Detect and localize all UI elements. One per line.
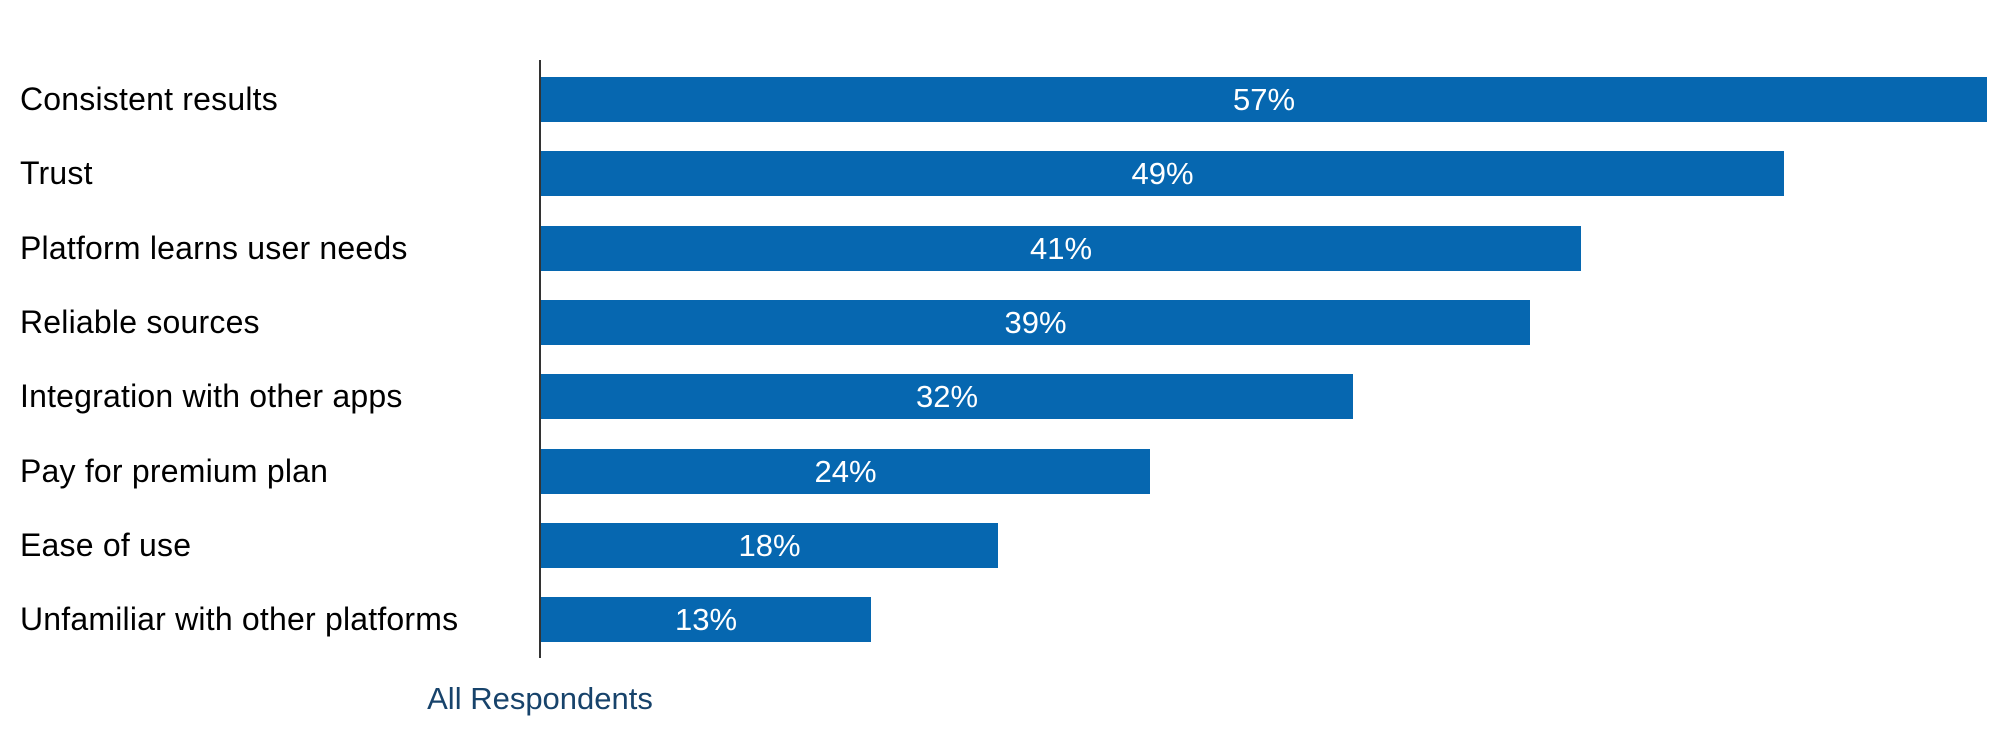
y-axis-line <box>539 60 541 658</box>
bar-value-label: 24% <box>814 453 877 489</box>
category-label: Ease of use <box>20 527 192 563</box>
bar-row: Pay for premium plan 24% <box>0 449 2000 494</box>
category-label: Reliable sources <box>20 304 260 340</box>
bar-value-label: 41% <box>1029 230 1093 266</box>
bar-value-label: 18% <box>738 527 801 563</box>
bar-row: Reliable sources 39% <box>0 300 2000 345</box>
category-label: Platform learns user needs <box>20 230 408 266</box>
bar: 32% <box>541 374 1353 419</box>
bar-value-label: 57% <box>1232 81 1296 117</box>
bar: 24% <box>541 449 1150 494</box>
bar-row: Integration with other apps 32% <box>0 374 2000 419</box>
bar: 41% <box>541 226 1581 271</box>
bar-row: Platform learns user needs 41% <box>0 226 2000 271</box>
category-label: Integration with other apps <box>20 378 403 414</box>
bar-row: Unfamiliar with other platforms 13% <box>0 597 2000 642</box>
bar-value-label: 32% <box>915 378 979 414</box>
category-label: Consistent results <box>20 81 278 117</box>
bar: 57% <box>541 77 1987 122</box>
bar-value-label: 49% <box>1131 155 1194 191</box>
bar-row: Trust 49% <box>0 151 2000 196</box>
category-label: Unfamiliar with other platforms <box>20 601 459 637</box>
bar-value-label: 13% <box>674 601 738 637</box>
category-label: Trust <box>20 155 93 191</box>
category-label: Pay for premium plan <box>20 453 329 489</box>
bar: 49% <box>541 151 1784 196</box>
bar-row: Consistent results 57% <box>0 77 2000 122</box>
x-axis-label: All Respondents <box>427 681 653 716</box>
bar: 39% <box>541 300 1530 345</box>
bar-row: Ease of use 18% <box>0 523 2000 568</box>
bar-value-label: 39% <box>1004 304 1067 340</box>
bar: 13% <box>541 597 871 642</box>
bar: 18% <box>541 523 998 568</box>
